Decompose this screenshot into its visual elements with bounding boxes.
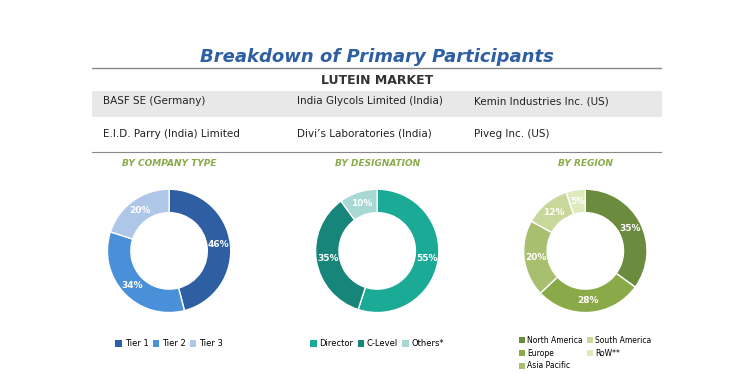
Bar [92, 92, 662, 117]
Wedge shape [540, 273, 635, 312]
Text: 10%: 10% [351, 199, 372, 208]
Text: 20%: 20% [525, 253, 546, 262]
Wedge shape [585, 189, 647, 287]
Wedge shape [531, 192, 573, 232]
Wedge shape [110, 189, 169, 239]
Legend: Tier 1, Tier 2, Tier 3: Tier 1, Tier 2, Tier 3 [112, 336, 226, 351]
Text: BY REGION: BY REGION [558, 159, 613, 168]
Wedge shape [341, 189, 378, 220]
Text: 5%: 5% [570, 197, 585, 206]
Text: 28%: 28% [578, 296, 599, 305]
Text: LUTEIN MARKET: LUTEIN MARKET [321, 74, 434, 87]
Legend: Director, C-Level, Others*: Director, C-Level, Others* [307, 336, 447, 351]
Text: 35%: 35% [317, 254, 339, 263]
Wedge shape [358, 189, 439, 312]
Text: India Glycols Limited (India): India Glycols Limited (India) [297, 96, 443, 106]
Text: E.I.D. Parry (India) Limited: E.I.D. Parry (India) Limited [103, 129, 240, 138]
Text: Kemin Industries Inc. (US): Kemin Industries Inc. (US) [474, 96, 609, 106]
Wedge shape [316, 201, 365, 309]
Text: BY DESIGNATION: BY DESIGNATION [335, 159, 420, 168]
Text: 20%: 20% [129, 206, 150, 215]
Wedge shape [169, 189, 231, 310]
Wedge shape [566, 189, 585, 214]
Wedge shape [523, 221, 557, 293]
Text: Piveg Inc. (US): Piveg Inc. (US) [474, 129, 550, 138]
Text: 34%: 34% [122, 280, 144, 290]
Bar [92, 124, 662, 149]
Text: BASF SE (Germany): BASF SE (Germany) [103, 96, 206, 106]
Text: 35%: 35% [619, 224, 640, 233]
Text: Divi’s Laboratories (India): Divi’s Laboratories (India) [297, 129, 432, 138]
Text: 55%: 55% [416, 254, 437, 263]
Text: 12%: 12% [542, 208, 565, 217]
Text: BY COMPANY TYPE: BY COMPANY TYPE [122, 159, 216, 168]
Text: 46%: 46% [208, 240, 230, 249]
Wedge shape [107, 232, 185, 312]
Legend: North America, Europe, Asia Pacific, South America, RoW**: North America, Europe, Asia Pacific, Sou… [516, 333, 654, 374]
Text: Breakdown of Primary Participants: Breakdown of Primary Participants [200, 48, 554, 66]
